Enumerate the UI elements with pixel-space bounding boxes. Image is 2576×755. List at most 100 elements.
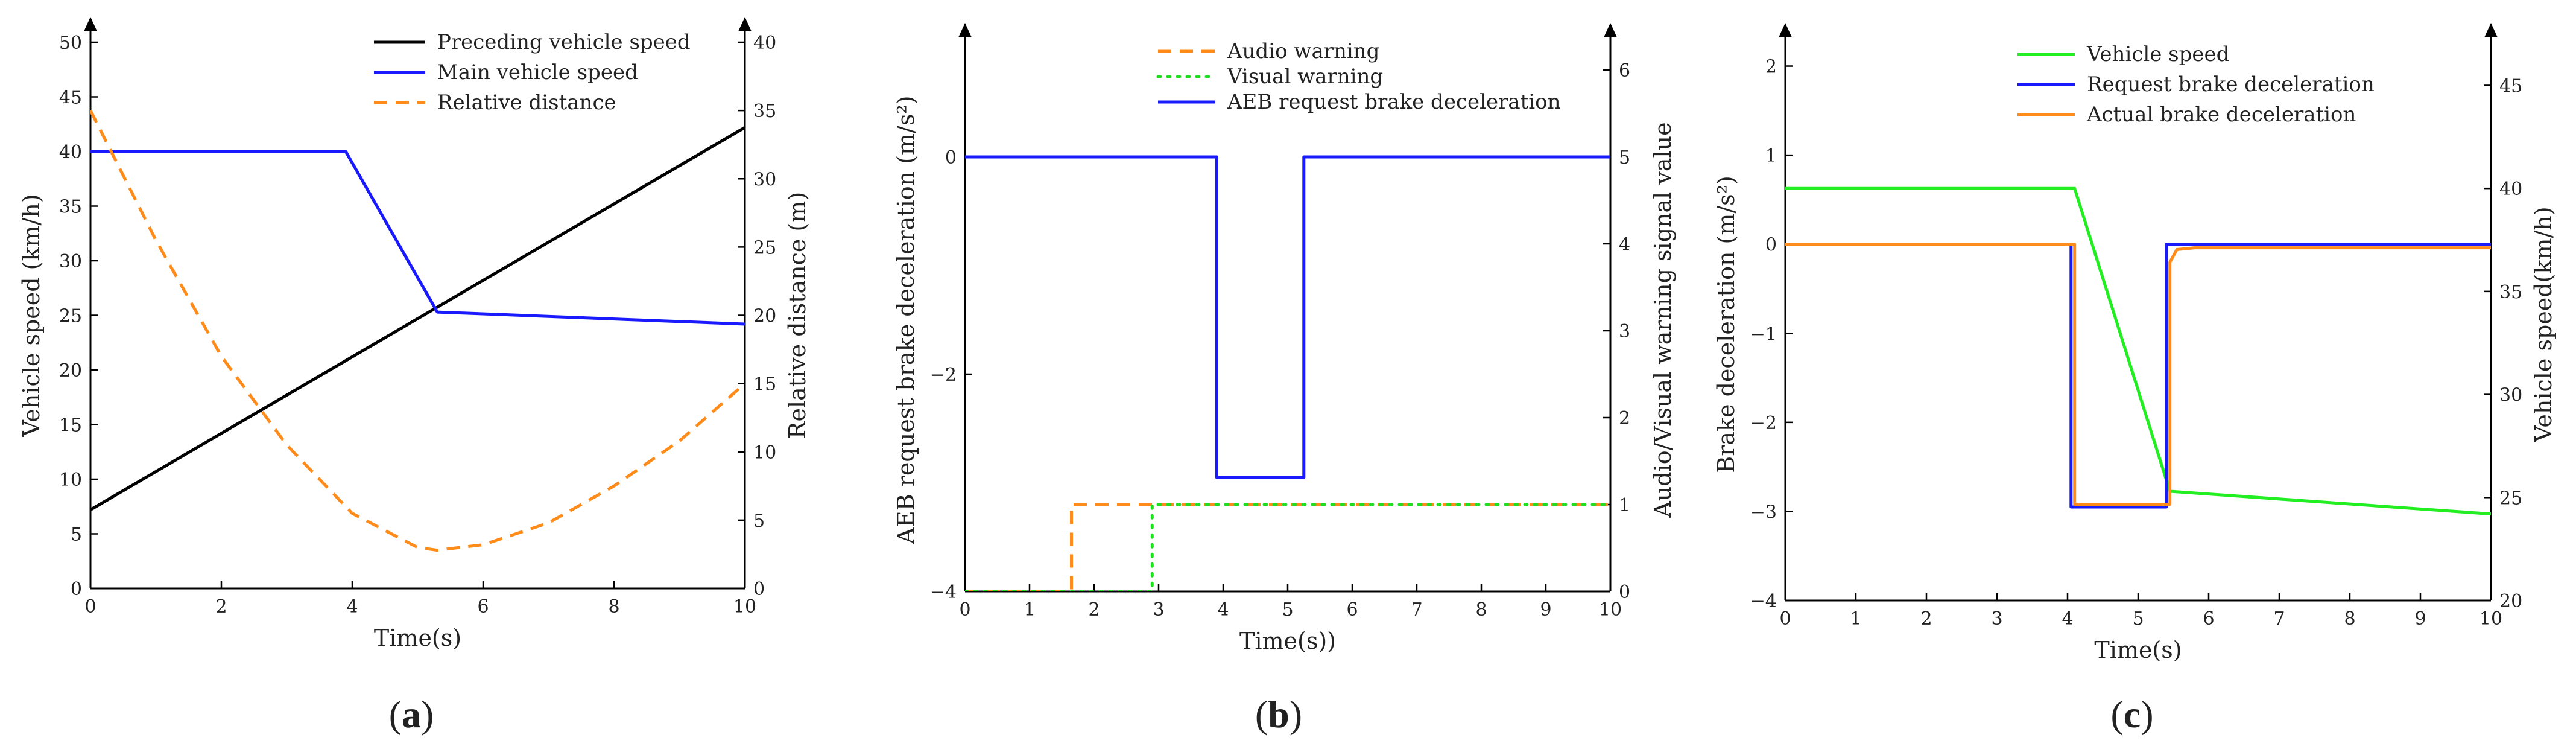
y-axis-label-left: Vehicle speed (km/h) [18, 194, 45, 437]
y-axis-label-left: Brake deceleration (m/s²) [1713, 176, 1739, 473]
x-tick-label: 2 [1088, 599, 1100, 620]
chart-panel-b: 0 1 2 3 4 5 6 7 8 9 10 −4 −2 0 0 1 2 3 4 5 6 Time(s)) AEB requ… [893, 23, 1676, 736]
y-tick-label-right: 25 [2499, 488, 2522, 509]
series-line-1 [90, 150, 745, 326]
y-axis-left-arrow-icon [958, 23, 972, 37]
x-tick-label: 10 [2479, 608, 2502, 629]
y-tick-label-left: 2 [1765, 57, 1777, 78]
y-tick-label-left: 10 [59, 470, 82, 491]
chart-panel-a: 0 2 4 6 8 10051015202530354045500510152025303… [18, 17, 811, 736]
y-tick-label-left: 25 [59, 306, 82, 327]
x-tick-label: 2 [215, 596, 227, 617]
y-tick-label-left: −3 [1750, 502, 1777, 523]
y-tick-label-left: 30 [59, 251, 82, 272]
panel-label-letter: c [2124, 693, 2141, 736]
y-tick-label-right: 0 [1619, 582, 1630, 603]
x-tick-label: 5 [1282, 599, 1293, 620]
y-tick-label-right: 3 [1619, 321, 1630, 342]
legend-label: Actual brake deceleration [2086, 103, 2356, 127]
y-axis-label-right: Relative distance (m) [784, 192, 811, 439]
y-axis-right-arrow-icon [2484, 23, 2498, 37]
panel-label: (a) [389, 693, 434, 736]
series-line-0 [1785, 186, 2491, 516]
y-tick-label-left: 1 [1765, 145, 1777, 167]
series-line-1 [1785, 243, 2491, 509]
x-tick-label: 9 [2414, 608, 2426, 629]
series-line-0 [90, 126, 745, 511]
x-tick-label: 8 [2344, 608, 2355, 629]
series-line-1 [965, 503, 1610, 591]
y-axis-left-arrow-icon [84, 17, 97, 31]
legend-label: Visual warning [1227, 65, 1383, 89]
y-tick-label-left: 0 [71, 579, 82, 600]
y-tick-label-right: 35 [753, 101, 776, 122]
legend-label: Main vehicle speed [437, 60, 638, 84]
panel-label-close: ) [2141, 693, 2153, 736]
y-tick-label-left: 20 [59, 360, 82, 381]
y-tick-label-left: 0 [945, 147, 957, 168]
x-tick-label: 4 [2062, 608, 2073, 629]
series-line-2 [965, 155, 1610, 479]
y-tick-label-right: 30 [2499, 385, 2522, 406]
x-tick-label: 1 [1024, 599, 1035, 620]
x-tick-label: 2 [1920, 608, 1932, 629]
y-tick-label-left: 45 [59, 88, 82, 109]
x-tick-label: 6 [2203, 608, 2214, 629]
x-tick-label: 10 [1599, 599, 1622, 620]
y-tick-label-right: 30 [753, 169, 776, 190]
x-tick-label: 8 [1475, 599, 1487, 620]
y-axis-label-right: Audio/Visual warning signal value [1650, 122, 1676, 518]
y-axis-left-arrow-icon [1779, 23, 1792, 37]
y-tick-label-left: 35 [59, 197, 82, 218]
panel-label-close: ) [421, 693, 434, 736]
y-tick-label-right: 40 [753, 33, 776, 54]
panel-label-open: ( [1255, 693, 1268, 736]
y-tick-label-right: 15 [753, 374, 776, 395]
legend-label: Vehicle speed [2086, 42, 2229, 66]
y-tick-label-left: 5 [71, 524, 82, 546]
chart-panel-c: 0 1 2 3 4 5 6 7 8 9 10−4−3−2−1012202530354045Time(… [1713, 23, 2557, 736]
y-tick-label-right: 10 [753, 442, 776, 464]
x-axis-label: Time(s) [374, 625, 461, 651]
x-tick-label: 5 [2132, 608, 2144, 629]
y-tick-label-right: 6 [1619, 60, 1630, 81]
y-axis-right-arrow-icon [738, 17, 752, 31]
y-tick-label-right: 40 [2499, 179, 2522, 200]
panel-label-open: ( [389, 693, 402, 736]
y-tick-label-right: 1 [1619, 495, 1630, 516]
y-tick-label-left: −2 [1750, 413, 1777, 434]
x-tick-label: 6 [1346, 599, 1358, 620]
y-tick-label-left: 0 [1765, 235, 1777, 256]
x-tick-label: 7 [1411, 599, 1422, 620]
legend-label: Relative distance [437, 91, 616, 115]
y-tick-label-right: 20 [753, 306, 776, 327]
y-tick-label-left: −4 [1750, 591, 1777, 612]
y-tick-label-right: 35 [2499, 282, 2522, 303]
legend-label: Audio warning [1227, 39, 1379, 63]
y-tick-label-left: 40 [59, 142, 82, 163]
y-tick-label-left: −2 [930, 365, 957, 386]
x-tick-label: 10 [733, 596, 756, 617]
panel-label-close: ) [1290, 693, 1302, 736]
x-tick-label: 7 [2273, 608, 2285, 629]
y-tick-label-right: 5 [1619, 147, 1630, 168]
legend-label: Request brake deceleration [2087, 72, 2375, 97]
x-tick-label: 4 [346, 596, 358, 617]
y-axis-right-arrow-icon [1604, 23, 1617, 37]
x-axis-label: Time(s)) [1239, 628, 1336, 654]
y-tick-label-right: 2 [1619, 408, 1630, 429]
y-tick-label-right: 25 [753, 237, 776, 258]
y-tick-label-right: 20 [2499, 591, 2522, 612]
panel-label-letter: b [1268, 693, 1290, 736]
series-line-0 [965, 503, 1610, 591]
y-tick-label-left: −4 [930, 582, 957, 603]
x-tick-label: 0 [959, 599, 970, 620]
y-axis-label-left: AEB request brake deceleration (m/s²) [893, 96, 919, 545]
x-axis-label: Time(s) [2094, 637, 2182, 663]
x-tick-label: 9 [1540, 599, 1551, 620]
legend-label: AEB request brake deceleration [1227, 90, 1561, 114]
x-tick-label: 0 [84, 596, 96, 617]
x-tick-label: 6 [477, 596, 489, 617]
y-tick-label-right: 5 [753, 511, 765, 532]
